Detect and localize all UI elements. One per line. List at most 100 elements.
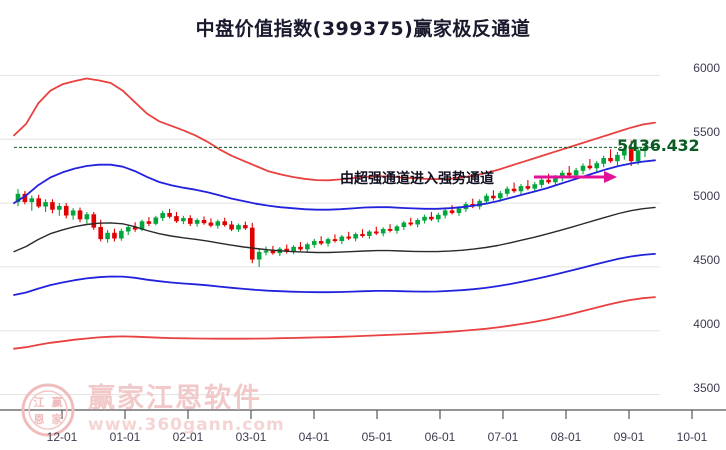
candle-body [573,170,579,176]
channel-line-4 [13,296,656,350]
candle-body [43,202,48,207]
candle-body [15,193,21,203]
y-axis-tick-label: 5000 [693,189,720,204]
candle-body [484,195,489,202]
y-axis-tick-label: 4500 [693,252,720,267]
candle-body [298,246,303,250]
candle-body [635,150,641,162]
candle-body [332,239,338,242]
candle-body [167,212,172,217]
candle-body [387,228,393,231]
candle-body [187,218,193,224]
watermark-seal-outer [21,383,75,437]
candle-body [429,216,434,220]
watermark-seal-char-0: 江 [34,395,45,409]
candle-body [615,154,620,162]
candle-body [498,193,503,199]
y-axis-tick-label: 3500 [693,380,720,395]
page-title: 中盘价值指数(399375)赢家极反通道 [195,18,531,40]
x-axis-tick-label: 07-01 [487,430,519,444]
y-axis-tick-label: 5500 [693,125,720,140]
candle-body [504,188,510,194]
candle-body [622,149,627,156]
candle-body [339,236,345,242]
candle-body [256,251,262,260]
candle-body [532,184,538,189]
candle-body [401,222,407,227]
candle-body [367,231,372,236]
candle-body [146,221,152,224]
y-axis-tick-label: 4000 [693,316,720,331]
x-axis-tick-label: 12-01 [46,430,78,444]
x-axis-tick-label: 01-01 [109,430,141,444]
candle-body [263,250,269,253]
candle-body [208,222,214,226]
candle-body [587,165,593,169]
candle-body [91,214,97,228]
y-axis-tick-label: 6000 [693,61,720,76]
channel-line-0 [13,77,656,182]
candle-body [442,210,448,216]
x-axis-tick-label: 10-01 [676,430,708,444]
candle-body [566,172,572,176]
candle-body [415,220,420,225]
watermark-seal-char-3: 家 [52,412,64,426]
candle-body [215,221,221,226]
candle-body [449,210,455,213]
candle-body [456,208,462,213]
candle-body [380,228,386,234]
candle-body [305,244,310,250]
chart-annotation-label: 由超强通道进入强势通道 [340,171,494,187]
candle-body [77,210,83,220]
candle-body [98,227,103,240]
candle-body [518,186,524,192]
x-axis-tick-label: 08-01 [550,430,582,444]
candle-body [360,234,365,236]
candle-body [353,234,358,239]
x-axis-tick-label: 05-01 [361,430,393,444]
candle-body [236,225,241,230]
candle-body [174,216,179,222]
candle-body [511,188,517,192]
x-axis-tick-label: 02-01 [172,430,204,444]
candle-body [119,230,124,239]
candle-body [84,214,90,220]
channel-line-1 [13,159,656,211]
candle-body [57,205,62,210]
x-axis-tick-label: 09-01 [613,430,645,444]
x-axis-tick-label: 06-01 [424,430,456,444]
watermark-seal-char-2: 恩 [34,413,45,426]
candle-body [546,179,551,183]
channel-line-2 [13,206,656,254]
candle-body [325,239,331,244]
candle-body [539,179,544,185]
candle-body [601,158,606,164]
candle-body [125,227,131,232]
candle-body [243,225,248,229]
candle-body [181,218,186,222]
candle-body [435,214,441,220]
candle-body [29,198,35,203]
channel-line-3 [13,252,656,296]
candle-body [50,202,55,210]
watermark-seal-char-1: 赢 [52,395,63,409]
candle-body [222,221,228,226]
current-price-label: 5436.432 [617,136,700,156]
candle-body [270,250,276,254]
candle-body [525,186,531,189]
candle-body [311,241,317,245]
candle-body [422,216,427,221]
candle-body [580,165,586,171]
candle-body [194,220,200,224]
candle-body [318,241,324,244]
candle-body [249,227,255,260]
candle-body [153,217,159,224]
candle-body [70,210,76,216]
x-axis-tick-label: 03-01 [235,430,267,444]
candle-body [628,149,634,162]
candle-body [105,232,110,240]
annotation-arrowhead-icon [604,171,617,183]
candle-body [63,205,69,216]
candle-body [112,232,117,239]
